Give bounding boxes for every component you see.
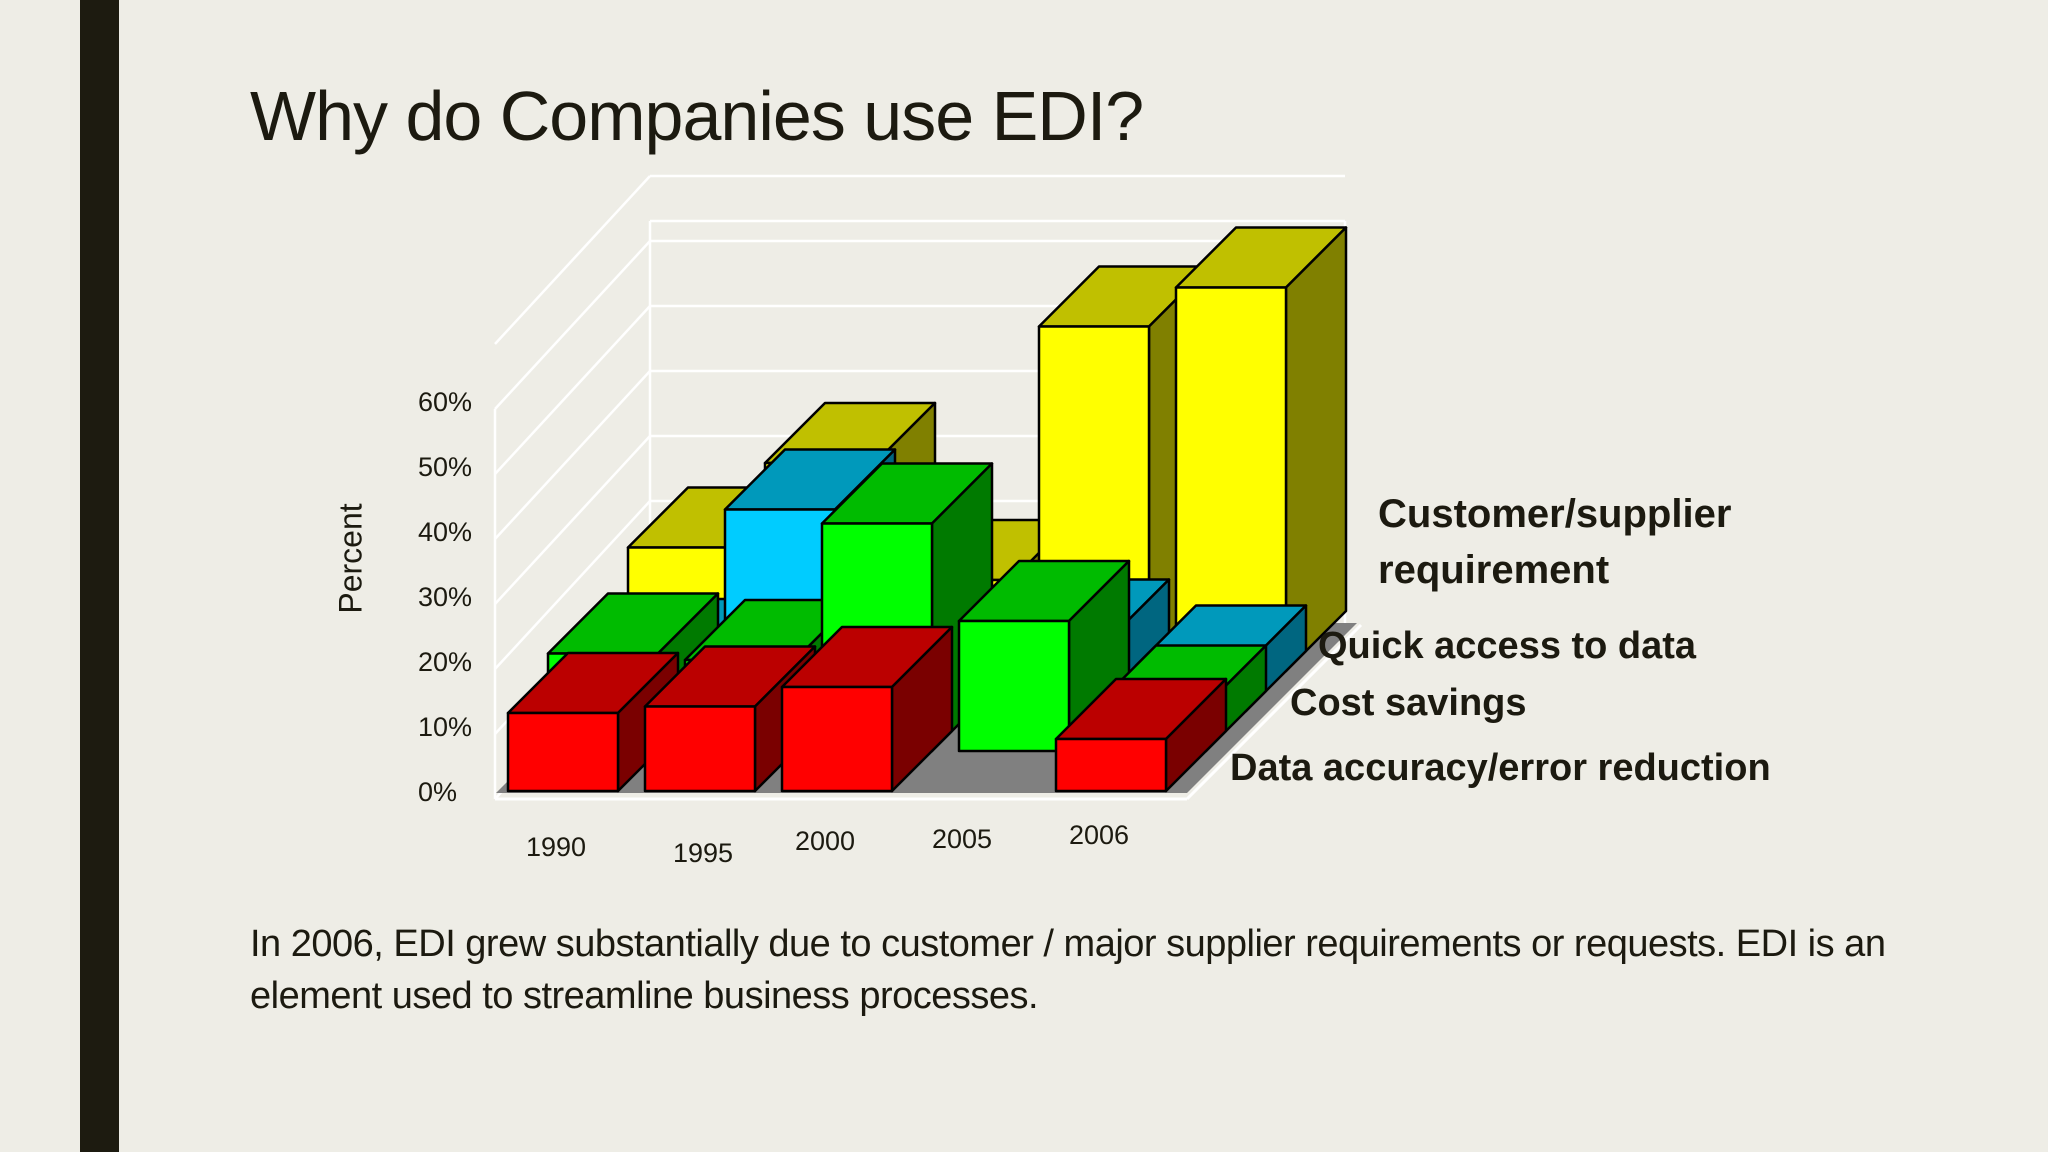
bar-front bbox=[957, 619, 1071, 753]
bar-front bbox=[1054, 737, 1168, 793]
gridline-side bbox=[494, 435, 651, 605]
gridline-side bbox=[494, 175, 651, 345]
series-label-cost-savings: Cost savings bbox=[1290, 682, 1527, 724]
gridline-side bbox=[494, 370, 651, 540]
slide-title: Why do Companies use EDI? bbox=[250, 77, 1144, 155]
x-tick-label: 2000 bbox=[795, 826, 856, 856]
gridline-side bbox=[494, 500, 651, 670]
series-label-quick-access: Quick access to data bbox=[1318, 625, 1697, 667]
y-tick-label: 30% bbox=[418, 582, 473, 612]
y-tick-label: 60% bbox=[418, 387, 473, 417]
gridline-side bbox=[494, 240, 651, 410]
bar-front bbox=[643, 705, 757, 793]
series-label-line: requirement bbox=[1378, 548, 1610, 592]
depth-axis-line bbox=[1185, 623, 1363, 801]
y-tick-label: 50% bbox=[418, 452, 473, 482]
series-label-customer-supplier: Customer/supplier requirement bbox=[1378, 486, 1731, 598]
y-tick-label: 10% bbox=[418, 712, 473, 742]
series-label-data-accuracy: Data accuracy/error reduction bbox=[1230, 747, 1771, 789]
bar-front bbox=[506, 711, 620, 793]
y-tick-label: 20% bbox=[418, 647, 473, 677]
x-tick-label: 2005 bbox=[932, 824, 993, 854]
accent-bar bbox=[80, 0, 119, 1152]
y-axis-label: Percent bbox=[332, 503, 369, 614]
series-label-line: Customer/supplier bbox=[1378, 492, 1732, 536]
slide-body-text: In 2006, EDI grew substantially due to c… bbox=[250, 923, 1886, 1017]
x-tick-label: 1990 bbox=[526, 832, 587, 862]
x-tick-label: 2006 bbox=[1069, 820, 1130, 850]
gridline-side bbox=[494, 305, 651, 475]
y-tick-label: 0% bbox=[418, 777, 458, 807]
bar-front bbox=[780, 685, 894, 793]
x-tick-label: 1995 bbox=[673, 838, 734, 868]
y-tick-label: 40% bbox=[418, 517, 473, 547]
